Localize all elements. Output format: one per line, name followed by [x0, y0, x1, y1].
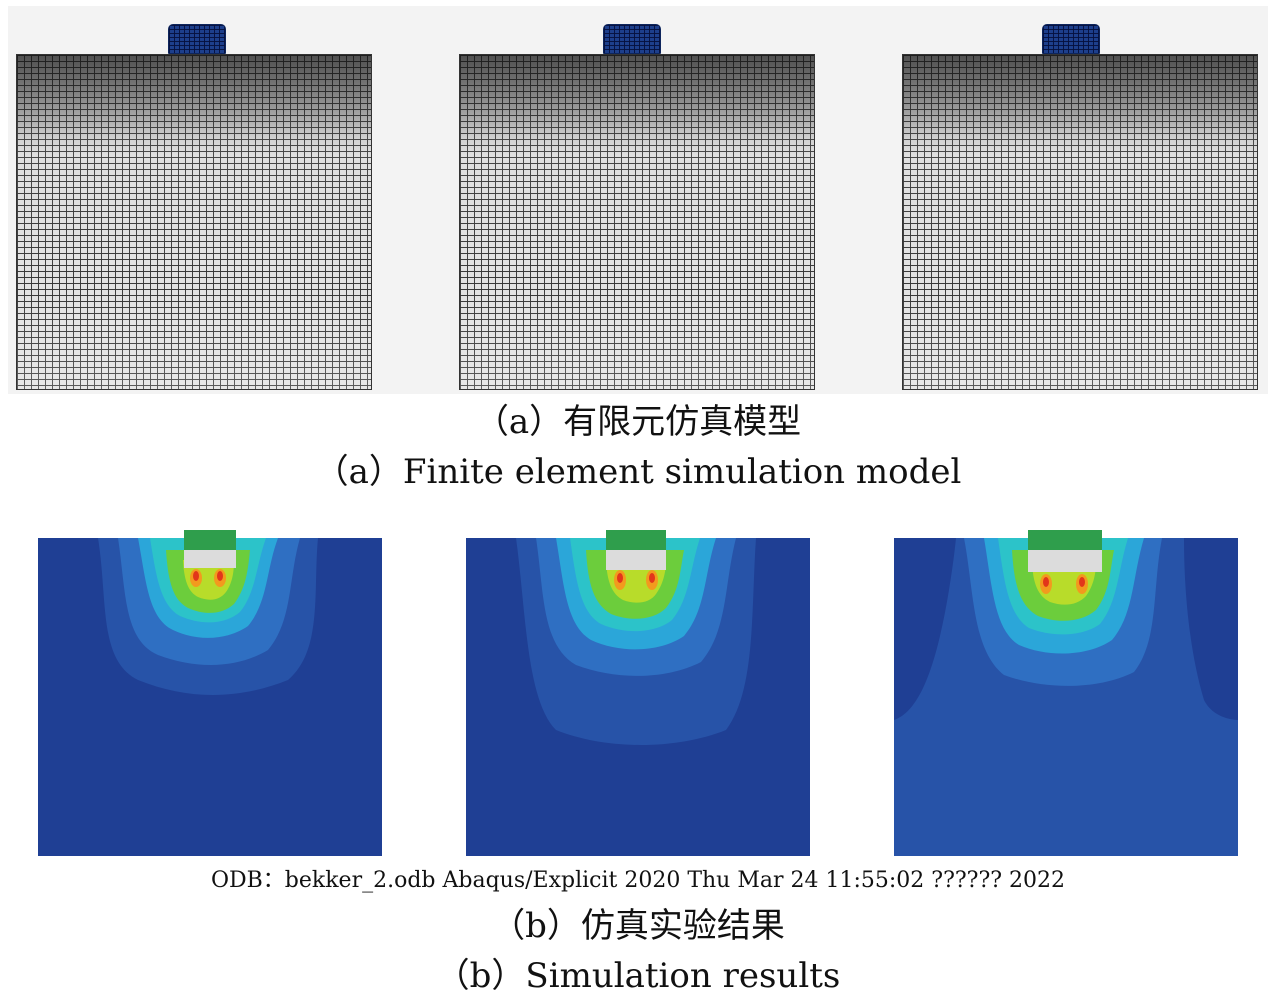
contour-plot-2	[466, 530, 810, 856]
wheel-body	[606, 530, 666, 552]
contour-panel-2	[466, 530, 810, 856]
stress-peak-core-right	[217, 571, 223, 581]
stress-peak-core-right	[649, 573, 655, 583]
wheel-mesh-3	[1042, 24, 1100, 54]
wheel-contact	[1028, 550, 1102, 572]
contour-panel-1	[38, 530, 382, 856]
wheel-body	[1028, 530, 1102, 552]
caption-b-en: （b）Simulation results	[435, 956, 841, 996]
contour-plot-1	[38, 530, 382, 856]
stress-peak-core-right	[1079, 577, 1085, 587]
wheel-mesh-1	[168, 24, 226, 54]
wheel-mesh-2	[603, 24, 661, 54]
stress-peak-core-left	[193, 571, 199, 581]
stress-zone-yellow-green	[1032, 562, 1096, 605]
contour-plot-3	[894, 530, 1238, 856]
soil-mesh-panel-1	[16, 54, 372, 390]
wheel-contact	[184, 550, 236, 568]
stress-peak-core-left	[1043, 577, 1049, 587]
caption-b-cn: （b）仿真实验结果	[491, 906, 785, 946]
wheel-contact	[606, 550, 666, 570]
soil-mesh-panel-3	[902, 54, 1258, 390]
mesh-figure-strip	[8, 6, 1268, 394]
caption-a-cn: （a）有限元仿真模型	[474, 402, 802, 442]
soil-mesh-panel-2	[459, 54, 815, 390]
contour-panel-3	[894, 530, 1238, 856]
odb-info-text: ODB：bekker_2.odb Abaqus/Explicit 2020 Th…	[210, 868, 1066, 893]
stress-peak-core-left	[617, 573, 623, 583]
caption-a-en: （a）Finite element simulation model	[314, 452, 962, 492]
wheel-body	[184, 530, 236, 552]
